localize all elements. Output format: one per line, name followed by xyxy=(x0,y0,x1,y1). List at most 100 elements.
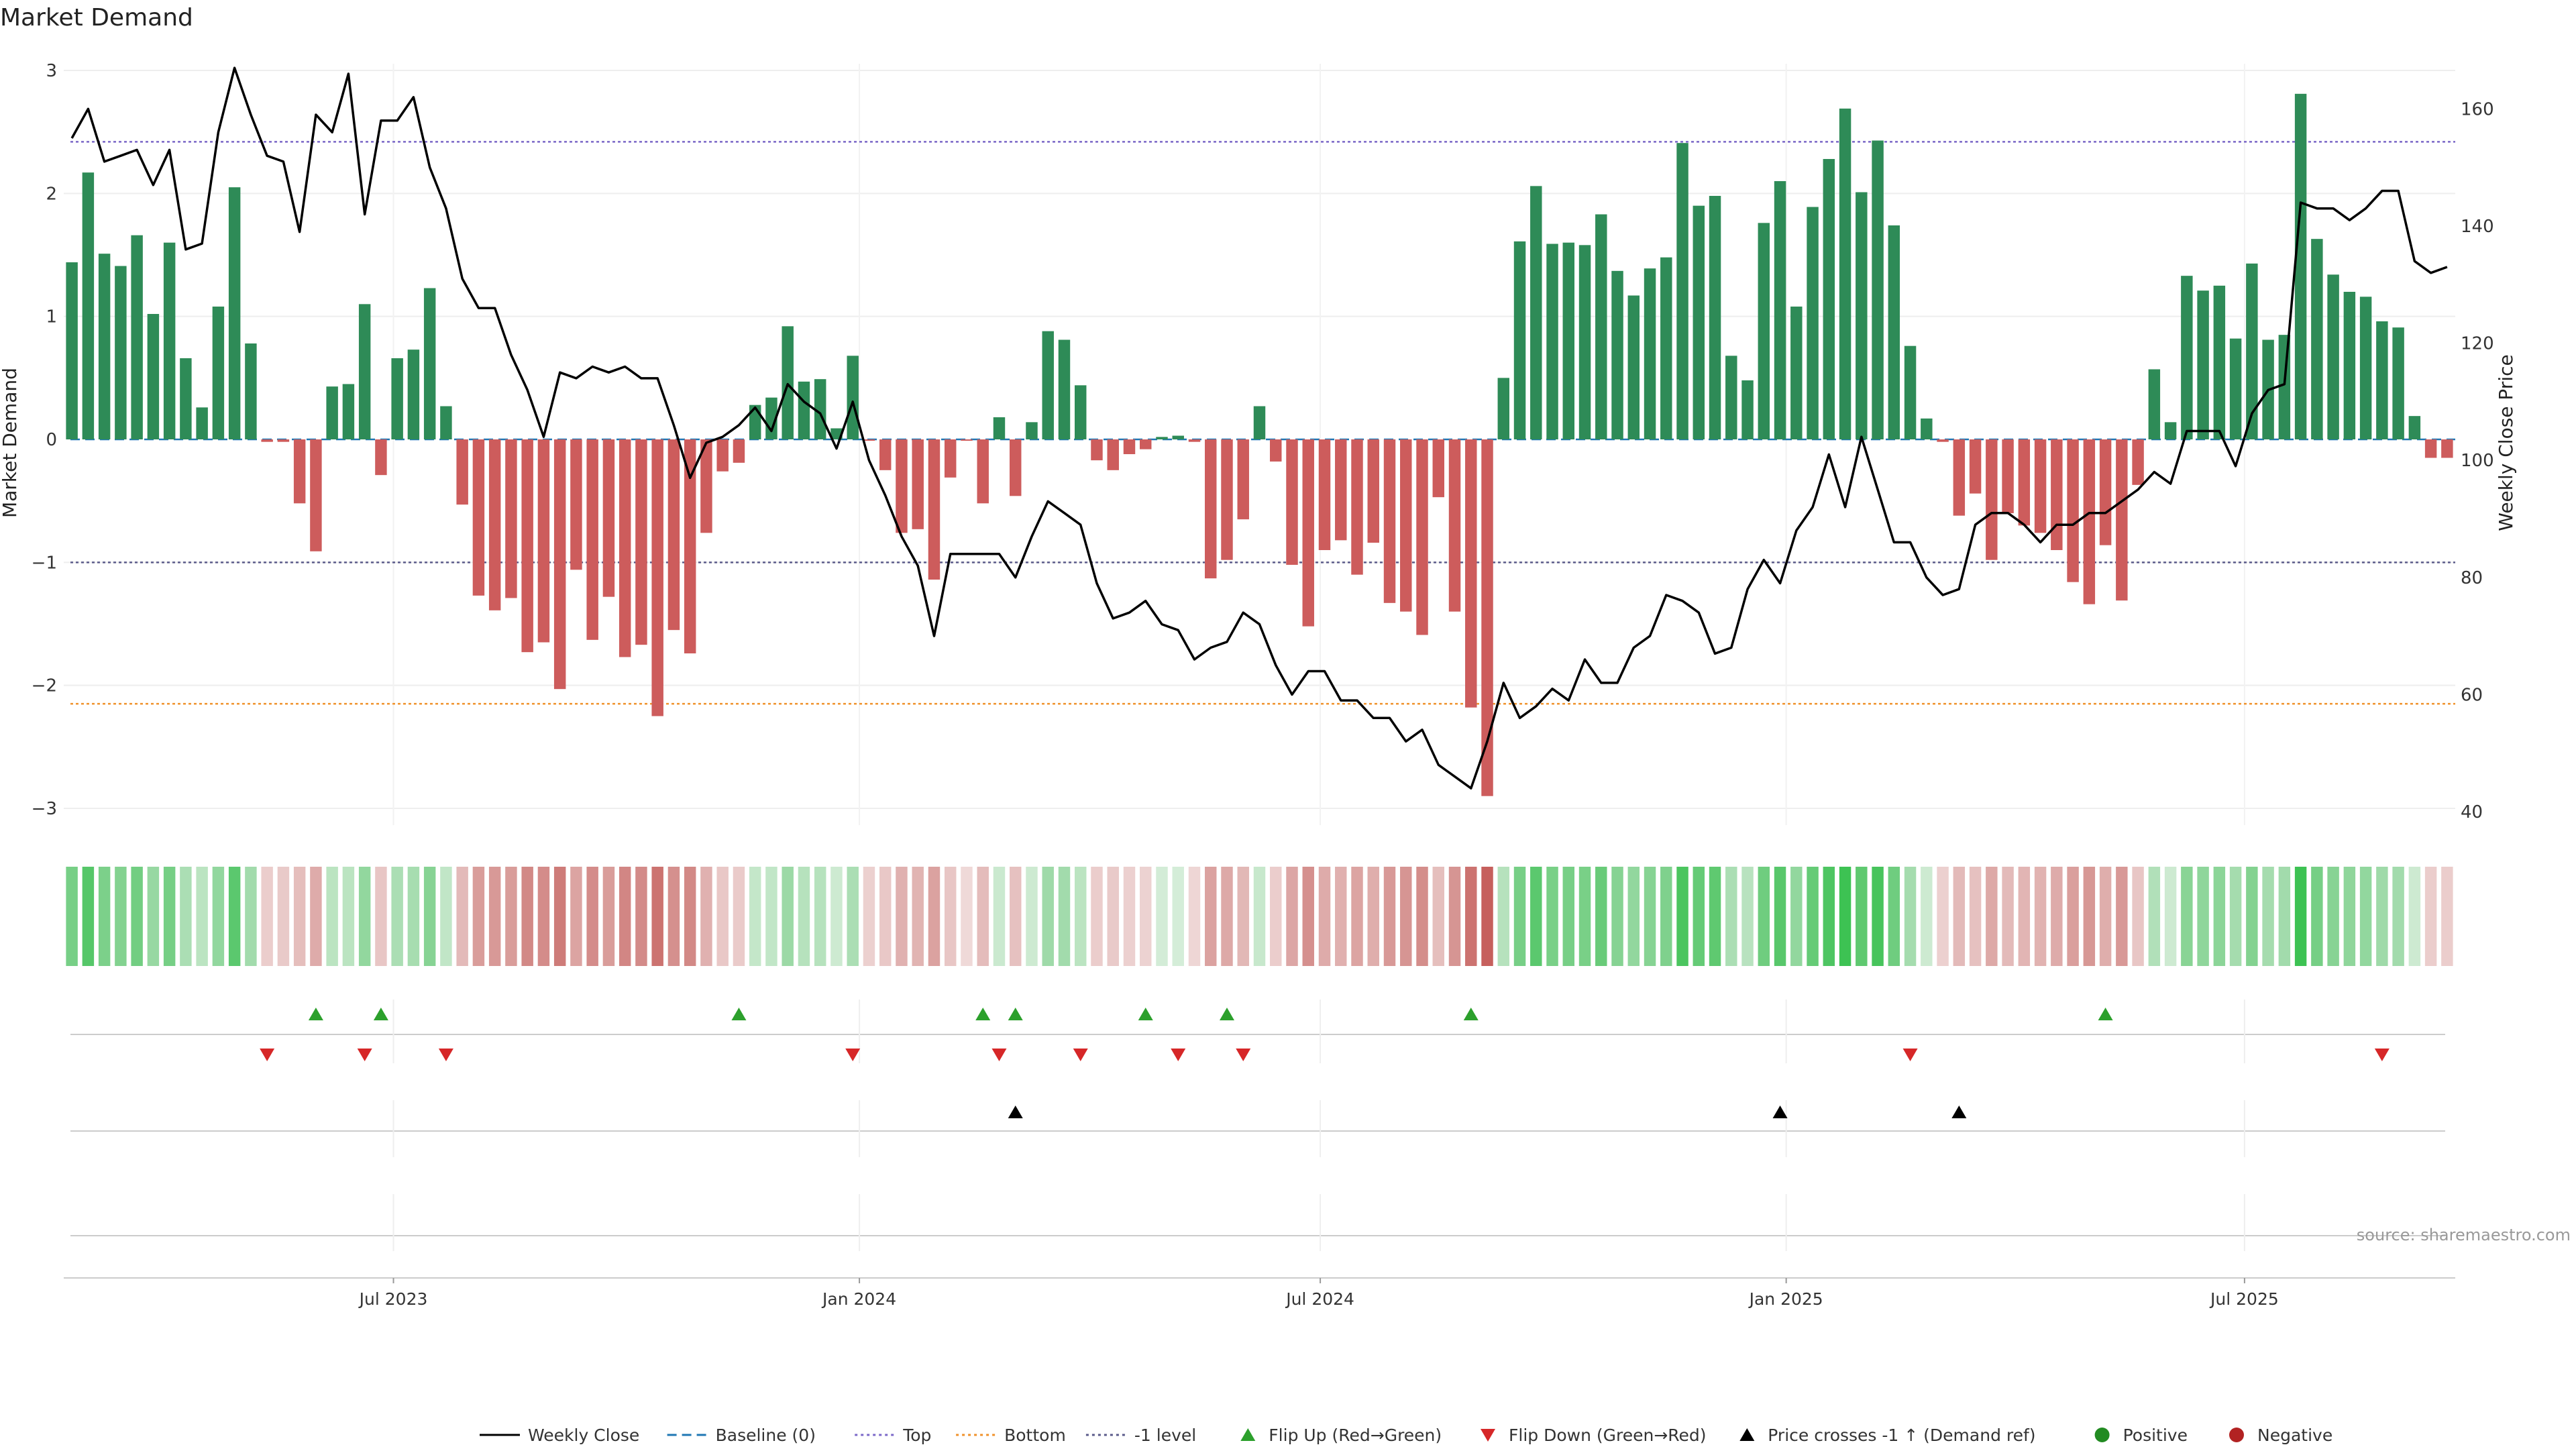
strip-cell xyxy=(1286,867,1298,966)
strip-cell xyxy=(1888,867,1900,966)
strip-cell xyxy=(423,867,436,966)
y2-tick-label: 100 xyxy=(2461,451,2494,471)
x-axis-ticks: Jul 2023 Jan 2024 Jul 2024 Jan 2025 Jul 2025 xyxy=(358,1278,2279,1309)
strip-cell xyxy=(684,867,696,966)
demand-bar xyxy=(2311,239,2323,439)
strip-cell xyxy=(1758,867,1770,966)
strip-cell xyxy=(245,867,257,966)
demand-bar xyxy=(472,439,485,596)
demand-bar xyxy=(1611,270,1623,439)
strip-cell xyxy=(488,867,501,966)
demand-bar xyxy=(1172,435,1184,439)
strip-cell xyxy=(2051,867,2063,966)
strip-cell xyxy=(1595,867,1607,966)
demand-bar xyxy=(1237,439,1249,520)
demand-bar xyxy=(521,439,533,653)
legend-label: Weekly Close xyxy=(528,1426,639,1445)
weekly-close-line xyxy=(70,66,2448,790)
flip-up-markers xyxy=(308,1008,2113,1020)
demand-bar xyxy=(1318,439,1331,550)
flip-up-marker xyxy=(1219,1008,1234,1020)
y2-tick-label: 160 xyxy=(2461,99,2494,119)
y2-tick-label: 140 xyxy=(2461,217,2494,237)
strip-cell xyxy=(1400,867,1412,966)
demand-bar xyxy=(1986,439,1998,560)
legend-label: Top xyxy=(902,1426,931,1445)
demand-bar xyxy=(82,172,95,439)
demand-bar xyxy=(1823,159,1835,439)
demand-bar xyxy=(196,407,208,439)
strip-cell xyxy=(1416,867,1428,966)
demand-bar xyxy=(326,386,338,439)
strip-cell xyxy=(1156,867,1168,966)
strip-cell xyxy=(521,867,533,966)
strip-cell xyxy=(2099,867,2112,966)
legend-label: -1 level xyxy=(1134,1426,1196,1445)
strip-cell xyxy=(1741,867,1754,966)
demand-bar xyxy=(2359,297,2372,439)
flip-down-marker xyxy=(438,1049,453,1061)
strip-cell xyxy=(1237,867,1249,966)
demand-bar xyxy=(505,439,517,598)
demand-bar xyxy=(115,266,127,439)
signal-panel-grid xyxy=(64,1000,2455,1279)
strip-cell xyxy=(1221,867,1233,966)
y2-axis-label: Weekly Close Price xyxy=(2495,354,2517,531)
flip-up-marker xyxy=(308,1008,323,1020)
strip-cell xyxy=(1107,867,1119,966)
strip-cell xyxy=(1953,867,1966,966)
strip-cell xyxy=(602,867,615,966)
demand-bar xyxy=(1530,186,1542,439)
flip-down-marker xyxy=(1171,1049,1186,1061)
demand-bar xyxy=(2424,439,2437,458)
price-cross-marker xyxy=(1008,1106,1023,1118)
demand-bar xyxy=(1383,439,1396,603)
legend-item: Weekly Close xyxy=(480,1426,639,1445)
demand-intensity-strip xyxy=(66,867,2453,966)
strip-cell xyxy=(1839,867,1851,966)
y2-axis-ticks: 160 140 120 100 80 60 40 xyxy=(2461,99,2494,822)
demand-bar xyxy=(1937,439,1949,442)
strip-cell xyxy=(814,867,826,966)
reference-lines xyxy=(70,141,2455,705)
strip-cell xyxy=(2343,867,2356,966)
demand-bar xyxy=(1546,244,1558,439)
strip-cell xyxy=(1807,867,1819,966)
strip-cell xyxy=(472,867,485,966)
demand-bar xyxy=(1091,439,1103,461)
strip-cell xyxy=(1546,867,1558,966)
demand-bar xyxy=(293,439,306,504)
demand-bar xyxy=(1140,439,1152,449)
demand-bar xyxy=(1107,439,1119,470)
flip-down-marker xyxy=(845,1049,861,1061)
flip-down-marker xyxy=(1902,1049,1918,1061)
strip-cell xyxy=(147,867,160,966)
strip-cell xyxy=(1351,867,1363,966)
legend-swatch xyxy=(1481,1429,1495,1442)
legend-label: Negative xyxy=(2257,1426,2332,1445)
strip-cell xyxy=(1660,867,1672,966)
strip-cell xyxy=(1465,867,1477,966)
demand-bar xyxy=(879,439,892,470)
strip-cell xyxy=(358,867,371,966)
legend-label: Flip Up (Red→Green) xyxy=(1269,1426,1442,1445)
strip-cell xyxy=(2246,867,2258,966)
demand-bar xyxy=(1156,437,1168,439)
legend-item: Negative xyxy=(2229,1426,2332,1445)
legend-item: Top xyxy=(855,1426,931,1445)
strip-cell xyxy=(993,867,1006,966)
strip-cell xyxy=(326,867,338,966)
strip-cell xyxy=(700,867,712,966)
legend-item: -1 level xyxy=(1085,1426,1196,1445)
strip-cell xyxy=(537,867,550,966)
strip-cell xyxy=(1270,867,1282,966)
demand-bar xyxy=(912,439,924,529)
strip-cell xyxy=(2034,867,2047,966)
flip-up-marker xyxy=(2098,1008,2113,1020)
strip-cell xyxy=(912,867,924,966)
demand-bars xyxy=(66,93,2453,796)
y-tick-label: −2 xyxy=(32,676,57,696)
strip-cell xyxy=(1562,867,1575,966)
demand-bar xyxy=(765,397,777,439)
strip-cell xyxy=(1986,867,1998,966)
